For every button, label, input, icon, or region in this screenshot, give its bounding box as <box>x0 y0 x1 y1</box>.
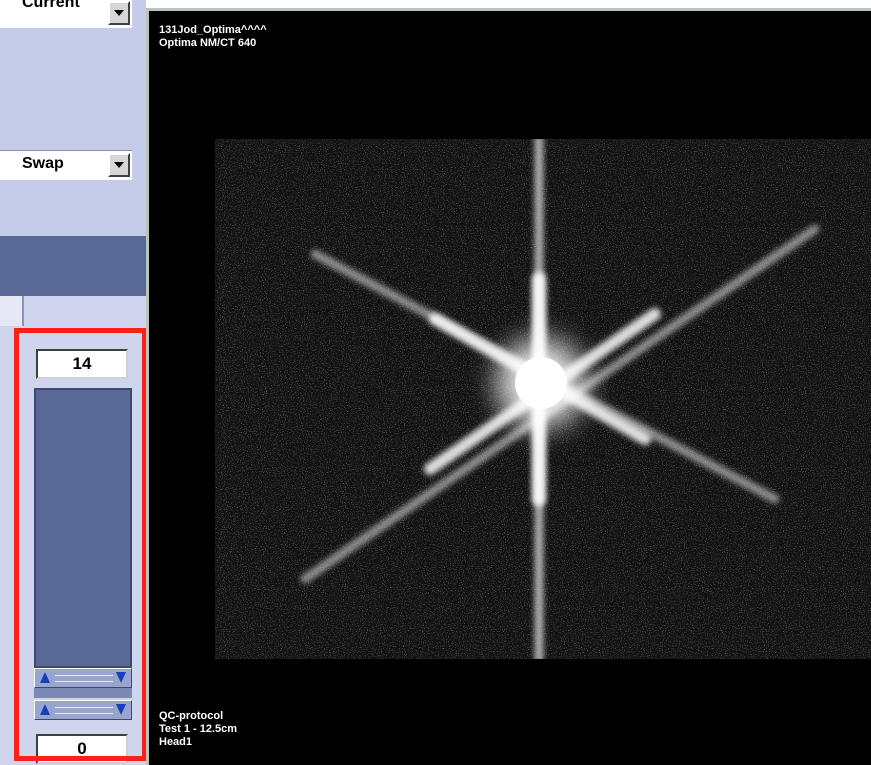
arrow-up-icon[interactable] <box>40 704 50 715</box>
grip-lines-icon <box>55 707 113 714</box>
swap-dropdown-value: Swap <box>22 155 64 172</box>
chevron-down-icon[interactable] <box>108 1 130 25</box>
patient-name-label: 131Jod_Optima^^^^ <box>159 24 267 36</box>
arrow-down-icon[interactable] <box>116 672 126 683</box>
image-viewport[interactable]: 131Jod_Optima^^^^ Optima NM/CT 640 <box>146 8 871 765</box>
device-model-label: Optima NM/CT 640 <box>159 37 257 49</box>
swap-dropdown[interactable]: Swap <box>0 150 132 180</box>
current-dropdown-value: Current <box>22 0 80 11</box>
upper-spin-control[interactable] <box>34 668 132 688</box>
highlight-frame <box>14 328 147 761</box>
test-label: Test 1 - 12.5cm <box>159 723 238 735</box>
panel-tab[interactable] <box>0 296 24 326</box>
intensity-slider-track[interactable] <box>34 388 132 668</box>
lower-spin-control[interactable] <box>34 700 132 720</box>
upper-limit-field[interactable]: 14 <box>36 349 128 379</box>
arrow-down-icon[interactable] <box>116 704 126 715</box>
spin-divider <box>34 688 132 698</box>
grip-lines-icon <box>55 675 113 682</box>
arrow-up-icon[interactable] <box>40 672 50 683</box>
panel-divider-band <box>0 236 146 296</box>
scintigraphy-image <box>215 139 871 659</box>
current-dropdown[interactable]: Current <box>0 0 132 28</box>
head-label: Head1 <box>159 736 193 748</box>
chevron-down-icon[interactable] <box>108 153 130 177</box>
protocol-label: QC-protocol <box>159 710 224 722</box>
